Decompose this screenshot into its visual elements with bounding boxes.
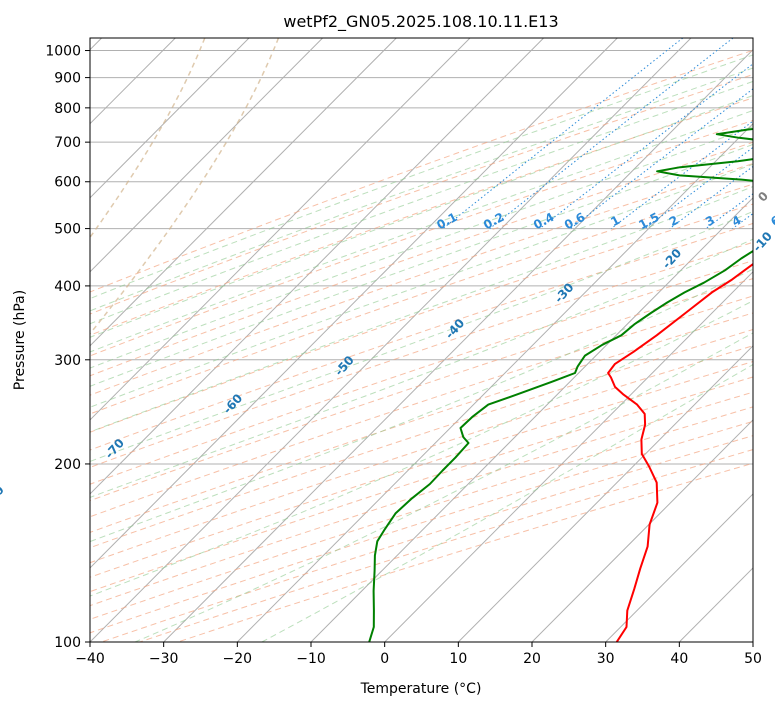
moist-adiabat-line	[90, 163, 753, 408]
y-tick-label: 600	[54, 175, 81, 191]
moist-adiabat-line	[90, 67, 753, 312]
dry-adiabat-line	[90, 295, 753, 518]
isotherm-line	[90, 38, 471, 421]
isotherm-line	[90, 38, 544, 495]
y-tick-label: 500	[54, 222, 81, 238]
y-tick-label: 900	[54, 71, 81, 87]
x-tick-label: 30	[597, 651, 615, 667]
isotherm-line	[384, 271, 753, 642]
moist-adiabat-line	[134, 332, 753, 642]
y-tick-label: 400	[54, 279, 81, 295]
x-axis-label: Temperature (°C)	[360, 681, 482, 697]
x-tick-label: −30	[149, 651, 179, 667]
moist-adiabat-line	[90, 238, 753, 498]
chart-title: wetPf2_GN05.2025.108.10.11.E13	[283, 12, 558, 32]
y-tick-label: 200	[54, 457, 81, 473]
dry-adiabat-line	[90, 241, 753, 468]
dry-adiabat-line	[90, 141, 753, 377]
dry-adiabat-line	[90, 222, 753, 451]
x-tick-label: 20	[523, 651, 541, 667]
moist-adiabat-line	[90, 126, 753, 369]
y-tick-label: 800	[54, 101, 81, 117]
x-tick-label: 40	[670, 651, 688, 667]
dry-adiabat-label: -80	[0, 483, 7, 508]
reference-curve	[90, 38, 206, 239]
x-tick-label: 10	[449, 651, 467, 667]
mixing-ratio-line	[442, 38, 684, 229]
dry-adiabat-line	[90, 74, 753, 315]
isotherm-line	[90, 38, 397, 347]
x-tick-label: 50	[744, 651, 762, 667]
x-tick-label: −40	[75, 651, 105, 667]
x-axis: −40 −30 −20 −10 0 10 20 30 40 50	[75, 642, 762, 667]
y-axis: 1000 900 800 700 600 500 400 300 200 100	[45, 44, 90, 651]
isotherm-line	[457, 345, 753, 642]
dry-adiabat-line	[90, 183, 753, 415]
moist-adiabat-line	[90, 186, 753, 433]
moist-adiabat-line	[90, 109, 753, 353]
isotherm-line	[531, 419, 753, 642]
y-tick-label: 1000	[45, 44, 81, 60]
x-tick-label: 0	[380, 651, 389, 667]
mixing-ratio-line	[539, 63, 753, 229]
y-axis-label: Pressure (hPa)	[12, 290, 28, 390]
dry-adiabat-line	[90, 49, 753, 293]
mixing-ratio-line	[570, 88, 753, 229]
moist-adiabat-line	[90, 80, 753, 325]
y-tick-label: 300	[54, 353, 81, 369]
dry-adiabat-line	[90, 376, 753, 593]
background-lines	[90, 38, 753, 642]
reference-curve	[90, 38, 280, 335]
dry-adiabat-line	[90, 328, 753, 549]
y-tick-label: 100	[54, 635, 81, 651]
x-tick-label: −20	[223, 651, 253, 667]
moist-adiabat-line	[90, 268, 753, 543]
isotherm-line	[90, 38, 618, 569]
mixing-ratio-label: 6	[768, 213, 775, 229]
dry-adiabat-line	[90, 119, 753, 357]
moist-adiabat-line	[90, 54, 753, 300]
moist-adiabat-line	[90, 143, 753, 387]
x-tick-label: −10	[296, 651, 326, 667]
dewpoint-profile-line	[368, 128, 753, 642]
temperature-profile-line	[607, 262, 753, 642]
moist-adiabat-line	[90, 210, 753, 463]
plot-area	[90, 38, 753, 642]
dry-adiabat-line	[90, 163, 753, 396]
dry-adiabat-line	[90, 278, 753, 502]
isotherm-line	[163, 48, 753, 642]
moist-adiabat-line	[90, 300, 753, 597]
isotherm-line	[90, 38, 250, 199]
y-tick-label: 700	[54, 135, 81, 151]
isotherm-line	[90, 38, 323, 273]
plot-frame	[89, 37, 754, 643]
isotherm-line	[605, 493, 753, 642]
series-lines	[368, 128, 753, 642]
mixing-ratio-line	[610, 120, 753, 229]
